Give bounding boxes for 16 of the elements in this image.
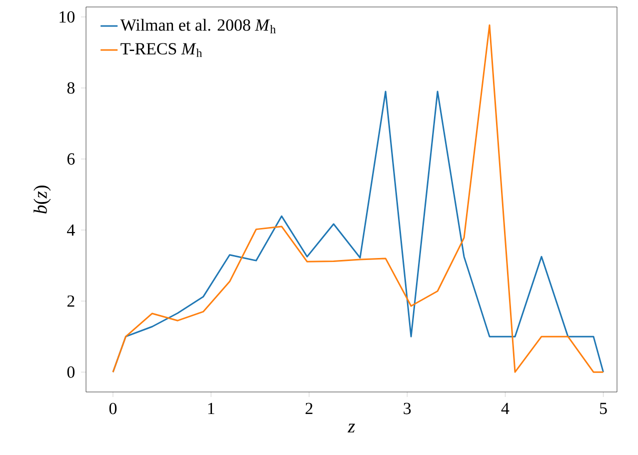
legend-label: T-RECS M$_{h}$ xyxy=(120,43,202,57)
x-tick-label: 5 xyxy=(600,402,607,414)
y-tick-label: 10 xyxy=(60,11,75,23)
x-tick-label: 3 xyxy=(404,402,411,414)
legend-label: Wilman et al. 2008 M$_{h}$ xyxy=(120,18,276,34)
y-tick-label: 6 xyxy=(67,153,75,165)
y-tick-label: 8 xyxy=(67,82,75,94)
x-axis-title: z xyxy=(348,424,355,432)
y-tick-label: 4 xyxy=(67,224,75,236)
y-tick-label: 2 xyxy=(67,295,74,307)
x-tick-label: 4 xyxy=(501,402,510,414)
y-tick-label: 0 xyxy=(67,366,75,378)
y-axis-title: b(z) xyxy=(34,186,51,214)
x-tick-label: 1 xyxy=(208,402,214,414)
x-tick-label: 0 xyxy=(109,402,117,414)
x-tick-label: 2 xyxy=(306,402,312,414)
